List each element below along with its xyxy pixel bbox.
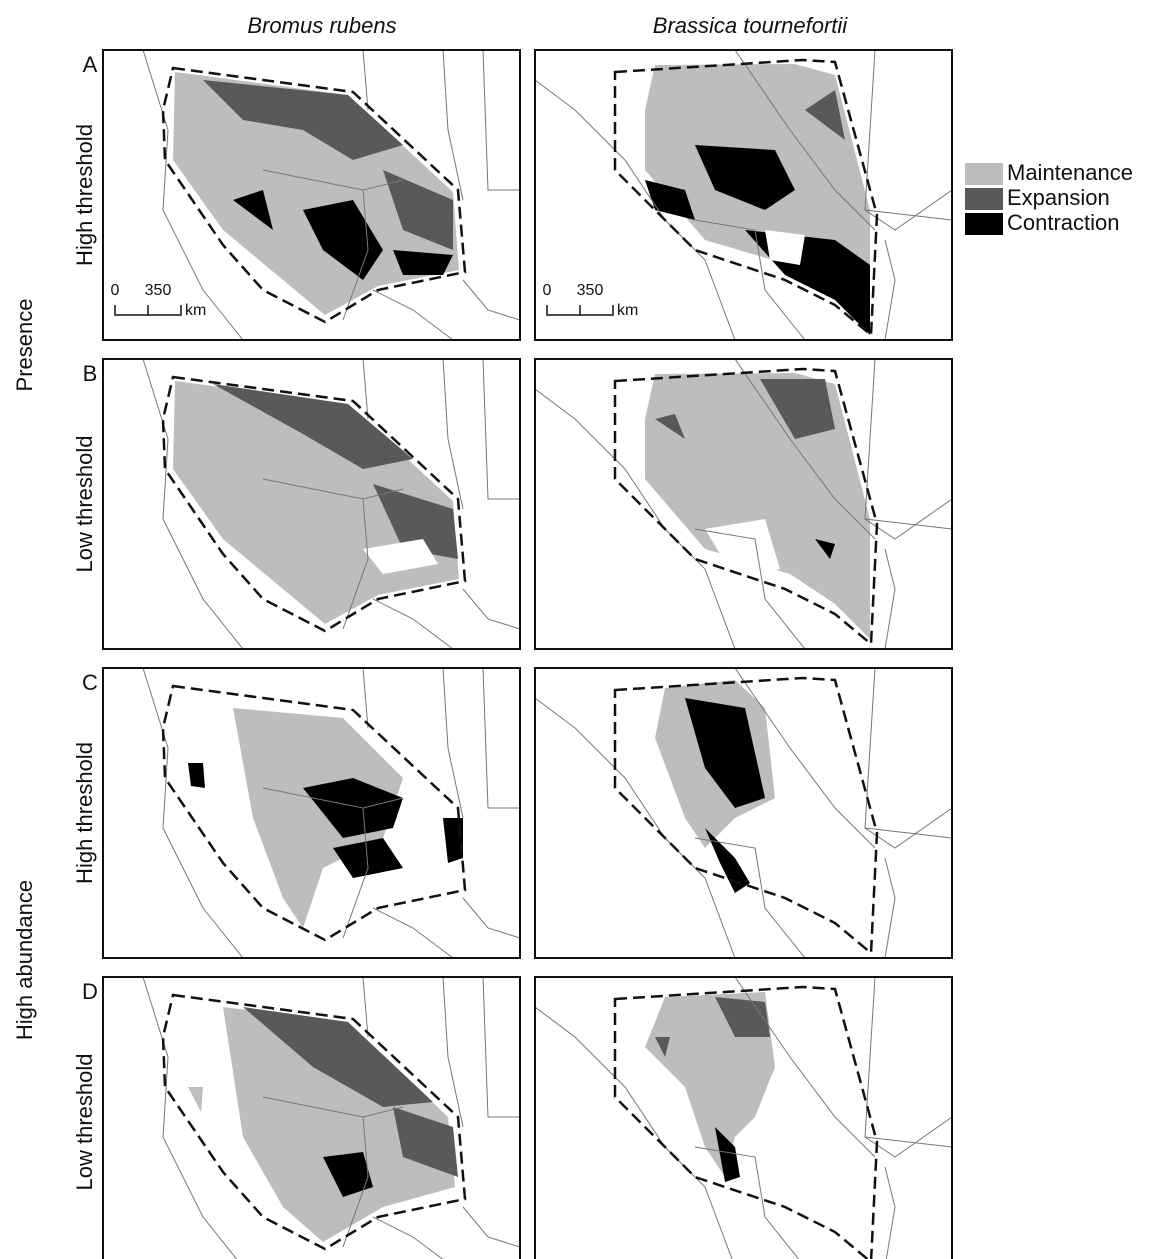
map-content xyxy=(535,977,952,1259)
map-panel: 0 350 km xyxy=(103,50,520,340)
map-content xyxy=(535,359,952,649)
panel-letter: D xyxy=(82,979,98,1004)
scale-unit: km xyxy=(185,302,206,319)
map-panel: 0 350 km xyxy=(535,50,952,340)
legend: Maintenance Expansion Contraction xyxy=(965,160,1133,235)
column-title: Bromus rubens xyxy=(247,13,396,38)
map-panel xyxy=(535,359,952,649)
scale-end: 350 xyxy=(145,282,172,299)
panels: 0 350 km A High threshold 0 350 km B Low threshol… xyxy=(72,50,952,1259)
scale-start: 0 xyxy=(543,282,552,299)
scale-end: 350 xyxy=(577,282,604,299)
map-panel xyxy=(535,977,952,1259)
map-panel xyxy=(103,359,520,649)
scale-unit: km xyxy=(617,302,638,319)
group-label: Presence xyxy=(12,299,37,392)
threshold-label: Low threshold xyxy=(72,1054,97,1191)
legend-swatch xyxy=(965,163,1003,185)
column-title: Brassica tournefortii xyxy=(653,13,849,38)
range-area xyxy=(765,230,805,265)
group-label: High abundance xyxy=(12,880,37,1040)
map-panel xyxy=(103,668,520,958)
legend-label: Contraction xyxy=(1007,210,1120,235)
map-panel xyxy=(535,668,952,958)
map-content xyxy=(103,977,520,1259)
threshold-label: Low threshold xyxy=(72,436,97,573)
panel-letter: A xyxy=(83,52,98,77)
map-content xyxy=(535,668,952,958)
panel-letter: B xyxy=(83,361,98,386)
legend-swatch xyxy=(965,213,1003,235)
threshold-label: High threshold xyxy=(72,124,97,266)
threshold-label: High threshold xyxy=(72,742,97,884)
scale-start: 0 xyxy=(111,282,120,299)
map-content xyxy=(103,359,520,649)
panel-letter: C xyxy=(82,670,98,695)
legend-label: Maintenance xyxy=(1007,160,1133,185)
legend-swatch xyxy=(965,188,1003,210)
legend-label: Expansion xyxy=(1007,185,1110,210)
map-panel xyxy=(103,977,520,1259)
figure: Bromus rubens Brassica tournefortii Pres… xyxy=(0,0,1157,1259)
map-content xyxy=(103,668,520,958)
